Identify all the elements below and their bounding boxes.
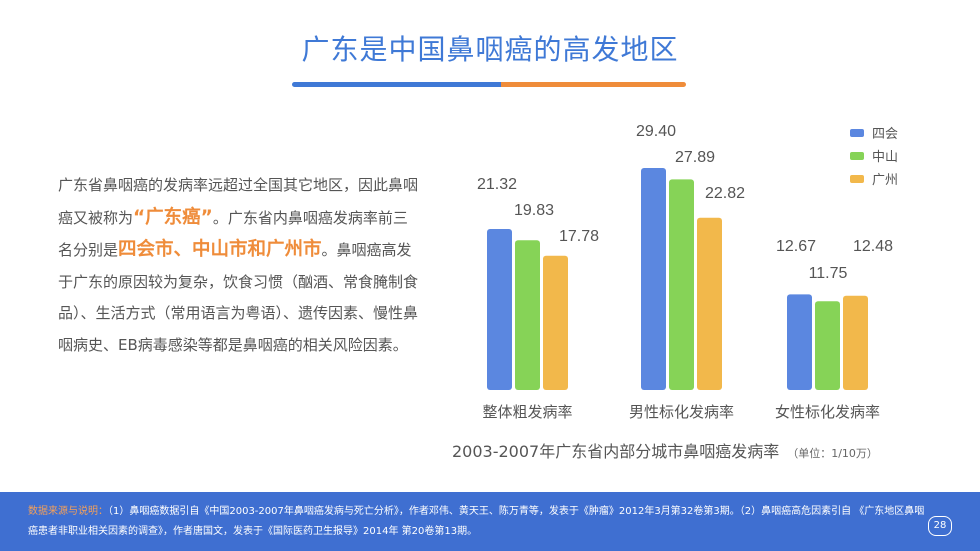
category-label: 男性标化发病率	[629, 403, 734, 421]
intro-highlight-top-cities: 四会市、中山市和广州市	[118, 239, 322, 260]
title-underline	[292, 82, 686, 87]
chart-title: 2003-2007年广东省内部分城市鼻咽癌发病率 （单位：1/10万）	[452, 438, 878, 462]
data-label-广州-女性标化发病率: 12.48	[853, 238, 893, 255]
bar-chart: 21.32 29.40 12.67 19.83 27.89 11.75 17.78 22.82…	[477, 123, 893, 421]
legend-label: 四会	[872, 127, 899, 142]
data-label-中山-男性标化发病率: 27.89	[675, 149, 715, 166]
bar-四会-男性标化发病率	[641, 168, 666, 390]
bar-广州-男性标化发病率	[697, 217, 722, 390]
data-label-中山-女性标化发病率: 11.75	[809, 265, 848, 282]
bar-中山-女性标化发病率	[815, 301, 840, 390]
bar-广州-整体粗发病率	[543, 255, 568, 390]
chart-legend: 四会 中山 广州	[850, 121, 898, 190]
intro-highlight-guangdong-cancer: “广东癌”	[133, 206, 213, 228]
legend-item: 广州	[850, 167, 898, 190]
data-label-四会-整体粗发病率: 21.32	[477, 176, 517, 193]
intro-paragraph: 广东省鼻咽癌的发病率远超过全国其它地区，因此鼻咽癌又被称为“广东癌”。广东省内鼻…	[58, 170, 420, 361]
footer-source-note: 数据来源与说明：（1）鼻咽癌数据引自《中国2003-2007年鼻咽癌发病与死亡分…	[28, 502, 928, 542]
title-underline-orange	[500, 82, 686, 87]
legend-item: 中山	[850, 144, 898, 167]
category-label: 女性标化发病率	[775, 403, 880, 421]
footer-bar: 数据来源与说明：（1）鼻咽癌数据引自《中国2003-2007年鼻咽癌发病与死亡分…	[0, 492, 980, 551]
data-label-广州-整体粗发病率: 17.78	[559, 228, 599, 245]
bar-四会-整体粗发病率	[487, 229, 512, 390]
data-label-中山-整体粗发病率: 19.83	[514, 202, 554, 219]
legend-swatch	[850, 151, 864, 160]
chart-unit: （单位：1/10万）	[787, 447, 878, 460]
legend-item: 四会	[850, 121, 898, 144]
data-label-广州-男性标化发病率: 22.82	[705, 185, 745, 202]
page-title: 广东是中国鼻咽癌的高发地区	[301, 33, 679, 66]
bar-中山-男性标化发病率	[669, 179, 694, 390]
footer-source-label: 数据来源与说明：	[28, 506, 108, 517]
legend-swatch	[850, 128, 864, 137]
legend-swatch	[850, 174, 864, 183]
intro-text-1: 广东省鼻咽癌的发病率远超过全国其它地区，因此鼻咽癌又被称为	[58, 176, 419, 227]
data-label-四会-男性标化发病率: 29.40	[636, 123, 676, 140]
legend-label: 中山	[872, 150, 899, 165]
legend-label: 广州	[872, 173, 899, 188]
chart-title-text: 2003-2007年广东省内部分城市鼻咽癌发病率	[452, 442, 780, 461]
bar-广州-女性标化发病率	[843, 295, 868, 390]
category-label: 整体粗发病率	[482, 403, 572, 421]
page-number: 28	[928, 516, 952, 536]
footer-source-text: （1）鼻咽癌数据引自《中国2003-2007年鼻咽癌发病与死亡分析》，作者邓伟、…	[28, 506, 925, 537]
data-label-四会-女性标化发病率: 12.67	[776, 238, 816, 255]
intro-text-2: 。广东省内鼻咽癌发病率前三名分别是	[58, 208, 408, 260]
bar-中山-整体粗发病率	[515, 240, 540, 390]
bar-四会-女性标化发病率	[787, 294, 812, 390]
title-underline-blue	[292, 82, 501, 87]
intro-text-3: 。鼻咽癌高发于广东的原因较为复杂，饮食习惯（酗酒、常食腌制食品）、生活方式（常用…	[58, 241, 419, 354]
